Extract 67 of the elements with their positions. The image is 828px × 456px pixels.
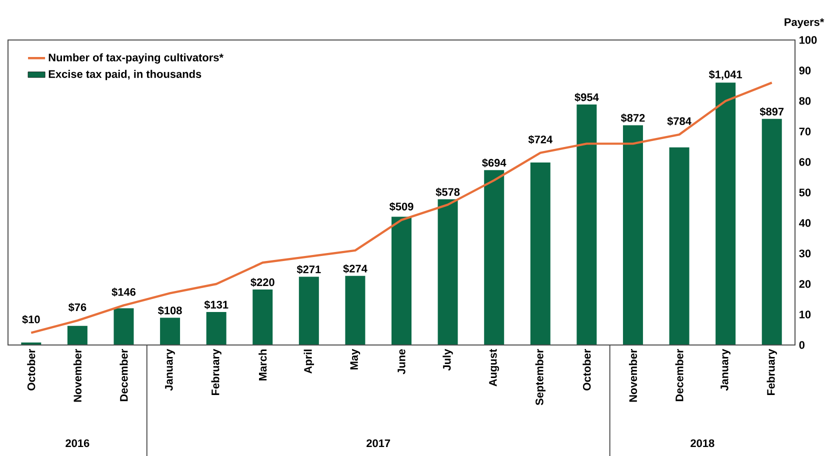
x-tick-label: June [398, 349, 406, 374]
bar [530, 162, 550, 345]
x-tick-label: November [73, 349, 82, 402]
bar [298, 276, 319, 345]
y-tick-label: 70 [799, 128, 811, 136]
bar [716, 82, 736, 345]
bar [622, 125, 643, 345]
y-tick-label: 100 [800, 36, 817, 44]
data-label: $509 [389, 202, 414, 212]
bar [345, 276, 366, 345]
x-tick-label: November [628, 349, 638, 402]
y-tick-label: 30 [799, 250, 811, 258]
data-label: $954 [574, 92, 599, 102]
data-label: $1,041 [708, 70, 742, 80]
data-label: $274 [343, 264, 368, 274]
bar [576, 104, 597, 345]
bar [114, 308, 134, 345]
data-label: $108 [158, 306, 182, 316]
x-tick-label: April [304, 350, 314, 374]
bar [252, 290, 273, 345]
bar [392, 216, 412, 345]
data-label: $131 [204, 300, 228, 310]
data-label: $220 [250, 278, 274, 287]
y-tick-label: 0 [799, 341, 804, 349]
bar [160, 318, 180, 345]
data-label: $724 [528, 135, 553, 144]
data-label: $76 [68, 302, 86, 312]
y-tick-label: 40 [799, 219, 811, 227]
data-label: $10 [22, 315, 40, 324]
bar [484, 170, 504, 345]
x-tick-label: December [675, 349, 684, 402]
data-label: $872 [620, 114, 645, 122]
text: 2017 [366, 439, 390, 448]
text: 2018 [690, 439, 714, 448]
data-label: $578 [436, 188, 460, 197]
x-tick-label: August [489, 348, 500, 386]
bar [762, 118, 782, 345]
x-tick-label: May [350, 348, 360, 370]
y-tick-label: 20 [799, 280, 811, 288]
bar [206, 312, 226, 345]
x-tick-label: July [442, 348, 453, 371]
bar [67, 326, 88, 345]
bar [438, 199, 458, 345]
x-tick-label: March [258, 350, 267, 380]
x-tick-label: January [720, 348, 730, 391]
y-tick-label: 60 [799, 158, 811, 166]
x-tick-label: October [27, 349, 36, 390]
x-tick-label: February [766, 348, 777, 396]
y-axis-title: Payers* [784, 18, 824, 28]
x-tick-label: February [211, 348, 222, 396]
bar [669, 147, 690, 345]
data-label: $694 [482, 158, 506, 168]
text: 2016 [66, 439, 90, 448]
y-tick-label: 50 [799, 188, 811, 196]
data-label: $784 [667, 116, 692, 126]
legend-label: Excise tax paid, in thousands [48, 70, 202, 80]
x-tick-label: December [120, 349, 128, 402]
x-tick-label: January [165, 348, 175, 391]
legend-label: Number of tax-paying cultivators* [48, 53, 224, 64]
x-tick-label: September [535, 349, 546, 406]
data-label: $146 [112, 288, 136, 297]
data-label: $897 [760, 107, 784, 116]
y-tick-label: 10 [800, 310, 811, 318]
y-tick-label: 90 [799, 66, 811, 74]
data-label: $271 [296, 265, 321, 274]
x-tick-label: October [582, 349, 591, 390]
y-tick-label: 80 [799, 97, 811, 105]
